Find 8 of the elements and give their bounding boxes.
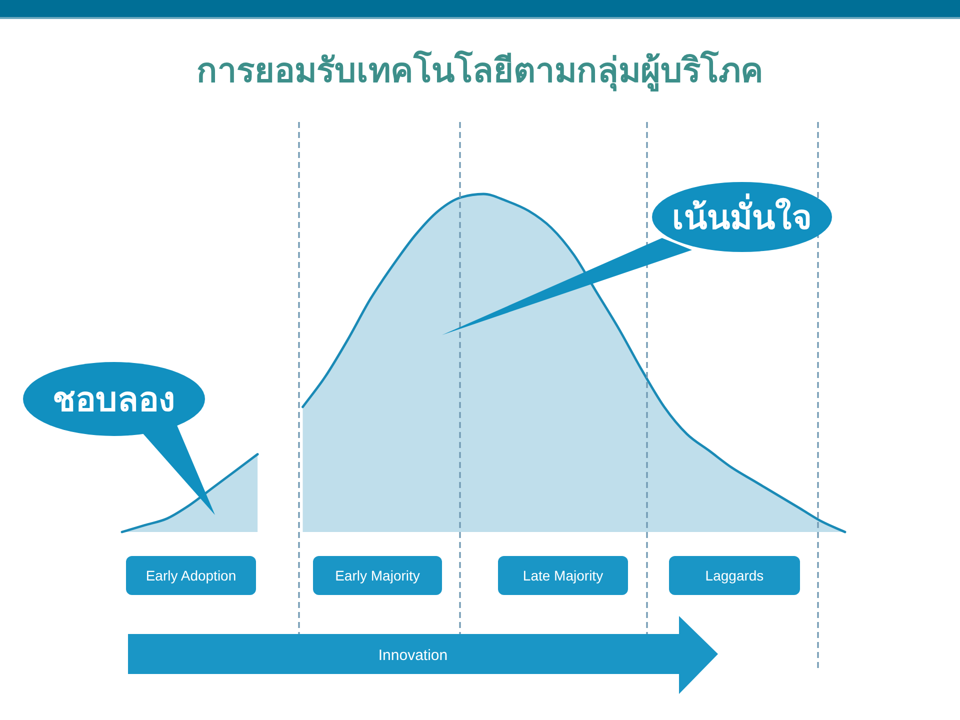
text: Late Majority — [522, 568, 604, 584]
text: Innovation — [378, 647, 448, 664]
text: Early Adoption — [146, 568, 236, 584]
chart-title: การยอมรับเทคโนโลยีตามกลุ่มผู้บริโภค — [196, 50, 764, 92]
text: Laggards — [705, 568, 764, 584]
annotation: ชอบลอง — [52, 381, 176, 419]
annotation: เน้นมั่นใจ — [672, 193, 812, 237]
text: Early Majority — [335, 568, 420, 584]
